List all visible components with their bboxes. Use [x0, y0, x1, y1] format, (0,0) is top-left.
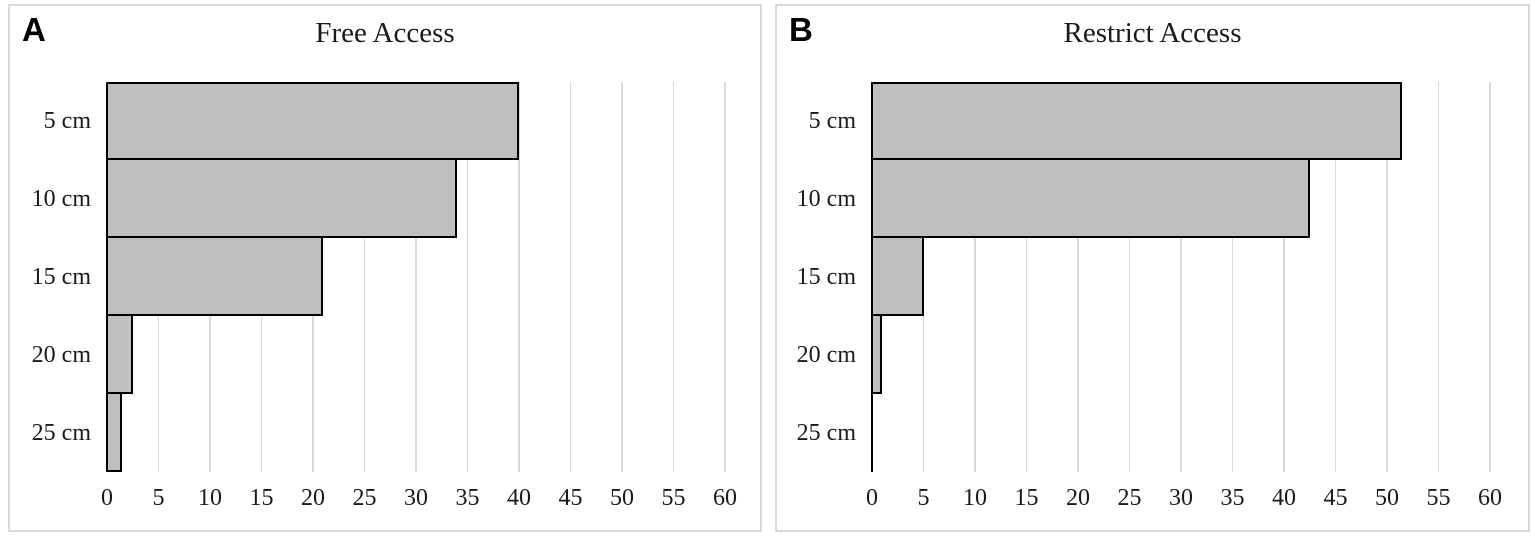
x-axis-tick-label: 60 [1478, 485, 1502, 511]
bar [106, 82, 519, 160]
bar-chart-restrict-access: 0 5 10 15 20 25 30 35 40 45 50 55 60 5 cm 10 cm 15 cm 20… [797, 82, 1502, 511]
x-axis-tick-label: 35 [1220, 485, 1245, 511]
vertical-gridline [363, 82, 366, 472]
x-axis-tick-label: 50 [610, 485, 634, 511]
category-label: 15 cm [31, 263, 91, 290]
vertical-gridline [1489, 82, 1491, 472]
category-label: 5 cm [808, 107, 856, 134]
category-label: 25 cm [796, 419, 856, 446]
vertical-gridline [1386, 82, 1388, 472]
vertical-gridline [621, 82, 623, 472]
bar [106, 236, 324, 316]
x-axis-tick-label: 10 [198, 485, 222, 511]
category-label: 5 cm [43, 107, 91, 134]
x-axis-tick-label: 30 [404, 485, 428, 511]
panel-letter-b: B [789, 11, 813, 48]
x-axis-tick-label: 35 [455, 485, 480, 511]
bar [871, 158, 1310, 238]
vertical-gridline [1025, 82, 1028, 472]
vertical-gridline [1437, 82, 1440, 472]
x-axis-tick-label: 40 [1272, 485, 1296, 511]
chart-title-restrict-access: Restrict Access [1063, 17, 1242, 49]
bar [871, 236, 924, 316]
bar [106, 392, 123, 472]
x-axis-tick-label: 60 [713, 485, 737, 511]
x-axis-tick-label: 20 [1066, 485, 1090, 511]
vertical-gridline [1334, 82, 1337, 472]
vertical-gridline [518, 82, 520, 472]
x-axis-tick-label: 45 [1323, 485, 1348, 511]
x-axis-tick-label: 20 [301, 485, 325, 511]
x-axis-tick-label: 15 [249, 485, 274, 511]
vertical-gridline [672, 82, 675, 472]
panel-restrict-access: B Restrict Access 0 5 10 15 20 25 30 35 40 45 50 55… [775, 4, 1530, 532]
category-label: 15 cm [796, 263, 856, 290]
vertical-gridline [466, 82, 469, 472]
x-axis-tick-label: 10 [963, 485, 987, 511]
vertical-gridline [974, 82, 976, 472]
panel-free-access: A Free Access 0 5 10 15 20 25 30 35 40 45 50 55 60 5 … [8, 4, 762, 532]
x-axis-tick-label: 50 [1375, 485, 1399, 511]
bar [871, 82, 1403, 160]
vertical-gridline [569, 82, 572, 472]
x-axis-tick-label: 25 [1117, 485, 1142, 511]
bar [106, 314, 133, 394]
panel-letter-a: A [22, 11, 46, 48]
bar [106, 158, 458, 238]
vertical-gridline [1180, 82, 1182, 472]
x-axis-tick-label: 5 [152, 485, 165, 511]
vertical-gridline [922, 82, 925, 472]
x-axis-tick-label: 40 [507, 485, 531, 511]
vertical-gridline [415, 82, 417, 472]
x-axis-tick-label: 25 [352, 485, 377, 511]
category-label: 25 cm [31, 419, 91, 446]
category-label: 10 cm [796, 185, 856, 212]
vertical-gridline [1128, 82, 1131, 472]
x-axis-tick-label: 5 [917, 485, 930, 511]
x-axis-tick-label: 0 [866, 485, 878, 511]
category-label: 20 cm [796, 341, 856, 368]
category-label: 20 cm [31, 341, 91, 368]
vertical-gridline [1077, 82, 1079, 472]
vertical-gridline [1283, 82, 1285, 472]
x-axis-tick-label: 15 [1014, 485, 1039, 511]
bar-chart-free-access: 0 5 10 15 20 25 30 35 40 45 50 55 60 5 cm 10 cm 15 cm 20… [32, 82, 737, 511]
y-axis-line [106, 82, 108, 472]
chart-title-free-access: Free Access [315, 17, 455, 49]
x-axis-tick-label: 0 [101, 485, 113, 511]
x-axis-tick-label: 45 [558, 485, 583, 511]
y-axis-line [871, 82, 873, 472]
x-axis-tick-label: 30 [1169, 485, 1193, 511]
vertical-gridline [1231, 82, 1234, 472]
category-label: 10 cm [31, 185, 91, 212]
x-axis-tick-label: 55 [661, 485, 686, 511]
x-axis-tick-label: 55 [1426, 485, 1451, 511]
vertical-gridline [724, 82, 726, 472]
